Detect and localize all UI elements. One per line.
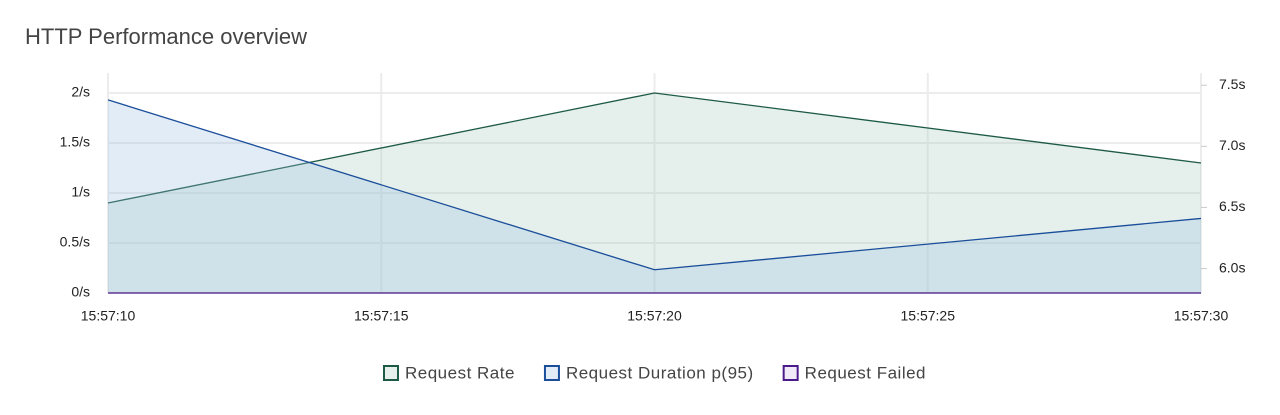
y2-tick-label: 7.0s [1219, 137, 1245, 153]
legend-label: Request Failed [805, 363, 926, 382]
x-tick-label: 15:57:10 [81, 308, 136, 324]
legend-swatch [382, 365, 399, 381]
x-tick-label: 15:57:30 [1174, 308, 1229, 324]
y-tick-label: 0.5/s [60, 234, 90, 250]
y-tick-label: 1.5/s [60, 134, 90, 150]
x-tick-label: 15:57:15 [354, 308, 409, 324]
y-tick-label: 2/s [71, 84, 90, 100]
y2-tick-label: 6.5s [1219, 198, 1245, 214]
legend-label: Request Rate [405, 363, 515, 382]
area [108, 93, 1201, 293]
x-tick-label: 15:57:20 [627, 308, 682, 324]
y2-tick-label: 6.0s [1219, 259, 1245, 275]
y-tick-label: 0/s [71, 284, 90, 300]
legend-label: Request Duration p(95) [566, 363, 754, 382]
line [107, 99, 1202, 271]
y-tick-label: 1/s [71, 184, 90, 200]
legend-swatch [543, 365, 560, 381]
legend-swatch [782, 365, 799, 381]
chart-title: HTTP Performance overview [25, 24, 307, 49]
legend: Request Rate Request Duration p(95) Reques… [382, 363, 926, 382]
line [107, 92, 1202, 204]
x-tick-label: 15:57:25 [901, 308, 956, 324]
y2-tick-label: 7.5s [1219, 76, 1245, 92]
